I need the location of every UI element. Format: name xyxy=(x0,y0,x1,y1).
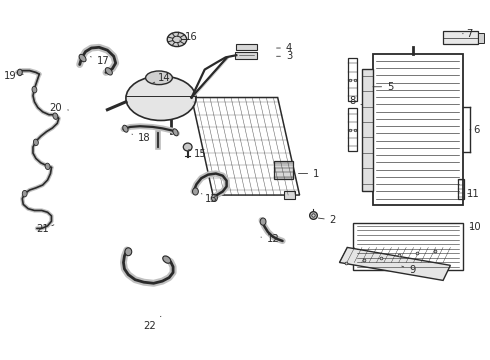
Bar xyxy=(372,54,463,205)
Text: 22: 22 xyxy=(143,316,161,331)
Text: 5: 5 xyxy=(373,82,393,92)
Text: 10: 10 xyxy=(469,222,482,232)
Ellipse shape xyxy=(163,256,171,263)
Text: 15: 15 xyxy=(189,149,206,159)
Bar xyxy=(443,31,478,44)
Text: 1: 1 xyxy=(298,168,319,179)
Text: 4: 4 xyxy=(276,43,292,53)
Text: 21: 21 xyxy=(36,225,54,234)
Text: 2: 2 xyxy=(318,215,336,225)
Ellipse shape xyxy=(18,69,22,76)
Text: 12: 12 xyxy=(261,234,280,244)
Ellipse shape xyxy=(122,125,128,132)
Ellipse shape xyxy=(193,188,198,195)
Text: 3: 3 xyxy=(276,51,292,61)
Ellipse shape xyxy=(79,54,86,62)
Text: 13: 13 xyxy=(201,194,218,204)
Text: 17: 17 xyxy=(90,56,109,66)
Ellipse shape xyxy=(146,71,172,85)
Text: 9: 9 xyxy=(402,265,416,275)
Ellipse shape xyxy=(125,248,132,256)
Polygon shape xyxy=(340,247,450,280)
Text: 20: 20 xyxy=(49,103,69,113)
Text: 11: 11 xyxy=(467,189,480,199)
Ellipse shape xyxy=(183,143,192,151)
Text: 7: 7 xyxy=(463,29,472,39)
Bar xyxy=(236,44,257,50)
Bar xyxy=(284,192,294,199)
Ellipse shape xyxy=(260,218,266,225)
Ellipse shape xyxy=(22,190,27,197)
Ellipse shape xyxy=(212,194,218,202)
Ellipse shape xyxy=(45,163,50,170)
Ellipse shape xyxy=(173,129,178,136)
Text: 8: 8 xyxy=(349,96,362,106)
Ellipse shape xyxy=(105,68,112,75)
Bar xyxy=(348,108,357,151)
Text: 6: 6 xyxy=(470,125,480,135)
Ellipse shape xyxy=(33,139,38,145)
Bar xyxy=(348,58,357,101)
Circle shape xyxy=(167,32,187,46)
Text: 19: 19 xyxy=(4,71,23,81)
Ellipse shape xyxy=(126,76,196,121)
Text: 18: 18 xyxy=(132,133,151,143)
Bar xyxy=(235,51,257,59)
Ellipse shape xyxy=(53,113,58,120)
Ellipse shape xyxy=(32,86,37,93)
Text: 16: 16 xyxy=(180,32,198,42)
Bar xyxy=(458,179,465,199)
Text: 14: 14 xyxy=(153,73,170,83)
Bar xyxy=(362,69,372,191)
Bar xyxy=(274,161,293,179)
Bar xyxy=(478,33,484,42)
